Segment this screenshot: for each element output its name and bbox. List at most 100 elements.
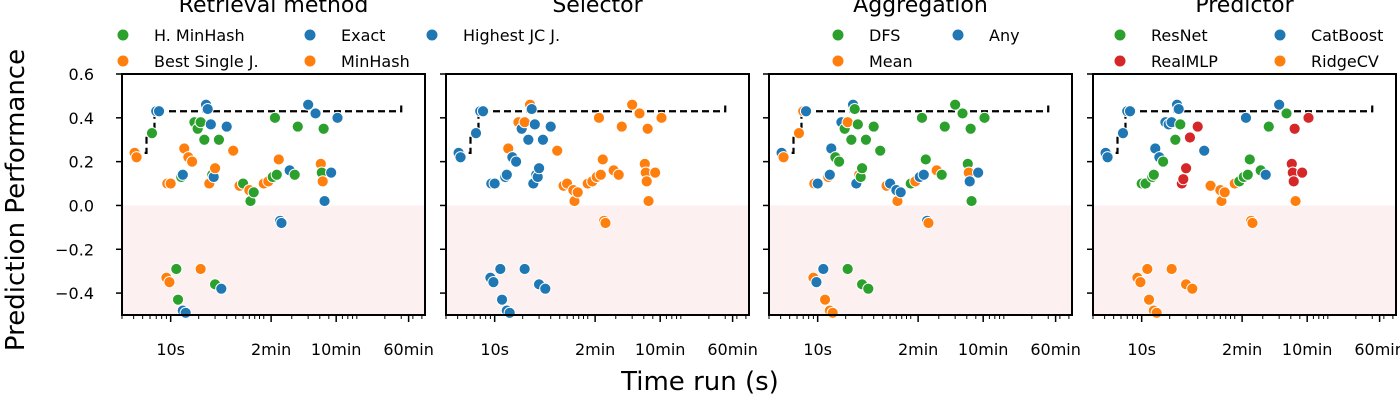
data-point [1179,162,1193,175]
legend-label: Any [989,26,1020,45]
data-point [1287,175,1300,188]
legend-label: DFS [869,26,900,45]
x-tick-label: 60min [707,340,758,359]
data-point [331,111,344,124]
panel-title: Aggregation [853,0,988,18]
data-point [841,262,854,276]
data-point [826,306,839,319]
pareto-front-line [1104,104,1374,154]
data-point [198,133,211,146]
x-tick-label: 10s [803,340,832,359]
panel-3: 10s 2min 10min 60min Aggregation DFS Any Mean [763,0,1081,359]
data-point [494,262,507,276]
x-tick-label: 2min [251,340,291,359]
data-point [500,168,513,181]
pareto-front-line [133,104,403,154]
data-point [792,127,806,140]
data-point [179,306,192,319]
data-point [894,186,907,199]
data-point [592,111,606,124]
x-tick-label: 10min [311,340,362,359]
data-point [919,153,932,166]
data-point [488,177,501,190]
data-point [1243,153,1256,166]
data-point [972,166,985,179]
legend-label: H. MinHash [154,26,245,45]
data-point [1273,98,1286,111]
panel-title: Retrieval method [179,0,369,18]
data-point [1134,276,1147,289]
data-point [862,282,875,295]
legend-label: Best Single J. [154,52,259,71]
data-point [777,151,790,164]
legend-label: ResNet [1151,26,1208,45]
legend-marker [303,28,317,42]
data-point [309,107,322,120]
data-point [964,122,977,135]
data-point [1198,144,1211,157]
data-point [318,194,331,208]
data-point [1246,216,1259,230]
legend-label: RidgeCV [1311,52,1379,71]
data-point [833,155,846,168]
data-point [316,175,329,188]
legend-marker [1273,54,1287,68]
data-point [495,293,509,306]
data-point [163,276,176,289]
data-point [487,276,500,289]
data-point [1302,111,1315,124]
axes-frame [445,73,750,316]
pareto-front-line [457,104,727,154]
data-point [220,120,233,133]
x-tick-label: 10min [635,340,686,359]
data-point [1186,282,1199,295]
x-tick-label: 60min [383,340,434,359]
data-point [268,111,282,124]
data-point [965,194,978,208]
data-point [212,133,226,146]
legend-label: Mean [869,52,913,71]
data-point [1296,166,1309,179]
data-point [525,102,538,116]
axes-frame [121,73,426,316]
y-tick-label: −0.4 [55,284,94,303]
x-tick-label: 10s [480,340,509,359]
data-point [799,105,813,118]
data-point [176,168,189,181]
legend-marker [425,28,439,42]
data-point [503,306,516,319]
legend-label: Exact [341,26,385,45]
data-point [171,293,185,306]
data-point [164,177,177,190]
legend-marker [116,54,130,68]
data-point [317,122,330,135]
data-point [615,120,628,133]
data-point [848,102,861,116]
data-point [194,262,207,276]
data-point [855,162,869,175]
data-point [1172,102,1185,116]
panel-1: −0.4 −0.2 0.0 0.2 0.4 0.6 10s 2min 10min 60min Ret… [55,0,434,359]
data-point [640,175,653,188]
panel-title: Predictor [1195,0,1294,18]
data-point [1280,107,1293,120]
data-point [811,177,824,190]
data-point [649,166,662,179]
panels-container: −0.4 −0.2 0.0 0.2 0.4 0.6 10s 2min 10min 60min Ret… [55,0,1400,359]
legend-marker [1113,54,1127,68]
x-tick-label: 2min [898,340,938,359]
data-point [917,168,930,181]
legend-label: CatBoost [1311,26,1383,45]
data-point [469,127,483,140]
data-point [454,151,467,164]
data-point [130,151,143,164]
data-point [186,155,199,168]
data-point [275,216,288,230]
y-tick-label: 0.0 [69,196,94,215]
data-point [1116,127,1130,140]
data-point [641,122,654,135]
data-point [599,216,612,230]
data-point [1174,118,1187,131]
legend-marker [831,28,845,42]
data-point [818,293,832,306]
